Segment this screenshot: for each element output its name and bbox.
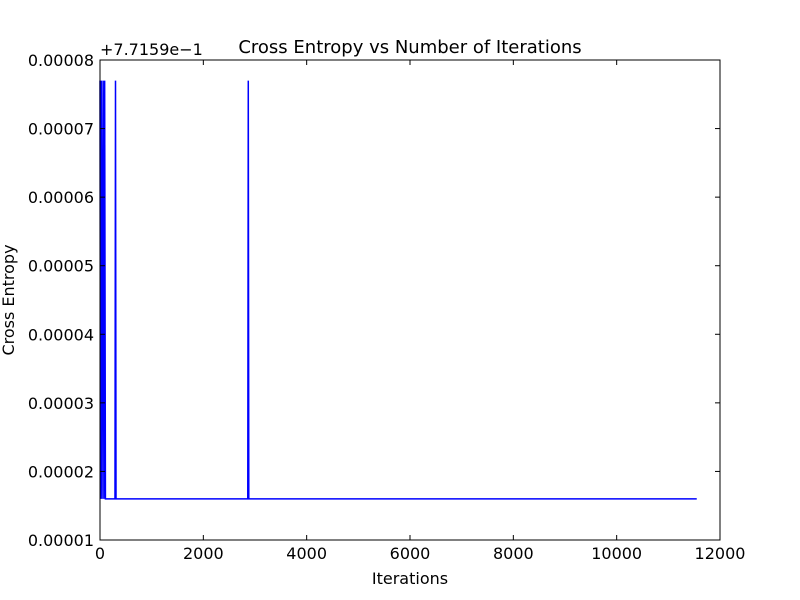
y-tick-label: 0.00002 [28, 462, 94, 481]
y-tick-label: 0.00001 [28, 531, 94, 550]
y-axis-label: Cross Entropy [0, 244, 18, 355]
x-axis-label: Iterations [372, 569, 448, 588]
x-tick-label: 8000 [493, 544, 534, 563]
x-tick-label: 0 [95, 544, 105, 563]
y-offset-label: +7.7159e−1 [100, 40, 203, 59]
plot-area [99, 80, 697, 500]
x-axis: 0 2000 4000 6000 8000 10000 12000 [95, 60, 746, 563]
series-line-1 [99, 80, 697, 500]
chart-title: Cross Entropy vs Number of Iterations [238, 37, 581, 58]
y-tick-label: 0.00003 [28, 394, 94, 413]
x-tick-label: 2000 [183, 544, 224, 563]
x-tick-label: 12000 [695, 544, 746, 563]
y-tick-label: 0.00006 [28, 188, 94, 207]
x-tick-label: 4000 [286, 544, 327, 563]
y-tick-label: 0.00004 [28, 325, 94, 344]
y-tick-label: 0.00007 [28, 120, 94, 139]
x-tick-label: 10000 [591, 544, 642, 563]
axes-frame [99, 59, 721, 541]
x-tick-label: 6000 [390, 544, 431, 563]
y-axis: 0.00001 0.00002 0.00003 0.00004 0.00005 0.000… [28, 51, 720, 550]
y-tick-label: 0.00008 [28, 51, 94, 70]
y-tick-label: 0.00005 [28, 257, 94, 276]
